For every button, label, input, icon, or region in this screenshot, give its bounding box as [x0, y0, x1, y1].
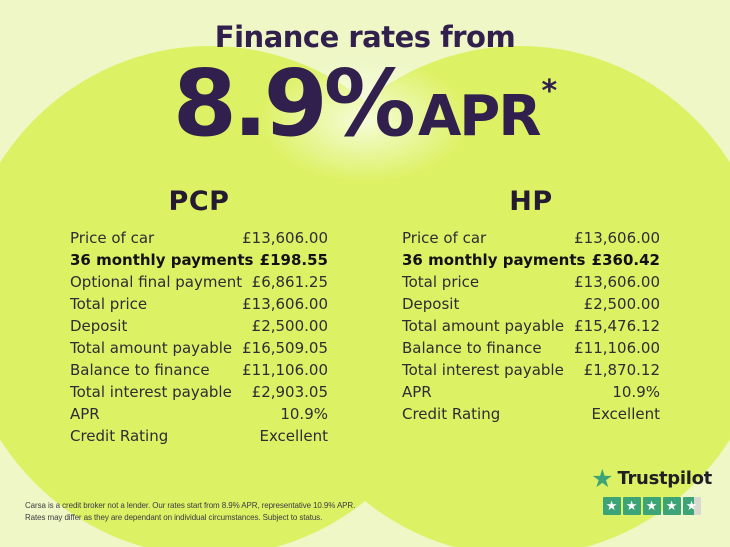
row-value: Excellent [591, 405, 660, 423]
row-value: £1,870.12 [583, 361, 660, 379]
rating-star-icon: ★ [622, 497, 641, 515]
finance-row: Total amount payable £15,476.12 [402, 317, 660, 339]
hp-rows: Price of car £13,606.00 36 monthly payment… [402, 229, 660, 427]
row-value: 10.9% [280, 405, 328, 423]
row-value: £13,606.00 [574, 273, 660, 291]
rating-star-icon: ★ [602, 497, 621, 515]
finance-row: Total price £13,606.00 [402, 273, 660, 295]
row-value: £2,500.00 [583, 295, 660, 313]
finance-row: Credit Rating Excellent [402, 405, 660, 427]
finance-row: Total amount payable £16,509.05 [70, 339, 328, 361]
finance-row: Credit Rating Excellent [70, 427, 328, 449]
finance-columns: PCP Price of car £13,606.00 36 monthly pay… [0, 186, 730, 449]
row-value: Excellent [259, 427, 328, 445]
finance-row: APR 10.9% [70, 405, 328, 427]
row-value: £6,861.25 [251, 273, 328, 291]
trustpilot-logo: ★ Trustpilot [591, 466, 712, 491]
hp-column: HP Price of car £13,606.00 36 monthly paym… [402, 186, 660, 449]
row-label: 36 monthly payments [402, 251, 586, 269]
row-label: Total amount payable [402, 317, 565, 335]
rate-value: 8.9% [172, 50, 416, 157]
row-label: Deposit [402, 295, 460, 313]
finance-row: Balance to finance £11,106.00 [70, 361, 328, 383]
rating-star-icon: ★ [642, 497, 661, 515]
row-value: £13,606.00 [574, 229, 660, 247]
pcp-column: PCP Price of car £13,606.00 36 monthly pay… [70, 186, 328, 449]
row-value: £15,476.12 [574, 317, 660, 335]
finance-row: Deposit £2,500.00 [402, 295, 660, 317]
finance-row: Deposit £2,500.00 [70, 317, 328, 339]
disclaimer-line-1: Carsa is a credit broker not a lender. O… [25, 501, 356, 510]
rate-unit: APR [417, 84, 542, 149]
disclaimer-line-2: Rates may differ as they are dependant o… [25, 512, 323, 522]
row-label: Balance to finance [70, 361, 210, 379]
trustpilot-brand-text: Trustpilot [617, 468, 712, 489]
row-value: £13,606.00 [242, 295, 328, 313]
finance-row: Price of car £13,606.00 [402, 229, 660, 251]
row-label: 36 monthly payments [70, 251, 254, 269]
finance-row: Total price £13,606.00 [70, 295, 328, 317]
row-value: £360.42 [591, 251, 660, 269]
row-value: £16,509.05 [242, 339, 328, 357]
finance-row: Optional final payment £6,861.25 [70, 273, 328, 295]
row-value: £13,606.00 [242, 229, 328, 247]
row-label: Deposit [70, 317, 128, 335]
finance-row: Total interest payable £2,903.05 [70, 383, 328, 405]
trustpilot-badge: ★ Trustpilot ★ ★ ★ ★ ★ [591, 466, 712, 515]
row-value: £11,106.00 [574, 339, 660, 357]
row-label: Credit Rating [402, 405, 501, 423]
trustpilot-star-icon: ★ [591, 464, 614, 493]
trustpilot-rating-stars: ★ ★ ★ ★ ★ [602, 497, 701, 515]
row-value: £198.55 [259, 251, 328, 269]
row-label: Price of car [70, 229, 155, 247]
row-label: Total price [70, 295, 148, 313]
finance-row: 36 monthly payments £360.42 [402, 251, 660, 273]
row-label: APR [70, 405, 100, 423]
row-label: Credit Rating [70, 427, 169, 445]
row-value: £2,500.00 [251, 317, 328, 335]
hp-heading: HP [509, 186, 553, 217]
rate-asterisk: * [541, 74, 558, 109]
row-value: £11,106.00 [242, 361, 328, 379]
row-label: Optional final payment [70, 273, 243, 291]
pcp-heading: PCP [168, 186, 230, 217]
row-value: £2,903.05 [251, 383, 328, 401]
finance-row: Balance to finance £11,106.00 [402, 339, 660, 361]
row-label: Total price [402, 273, 480, 291]
row-label: APR [402, 383, 432, 401]
row-label: Total interest payable [70, 383, 232, 401]
finance-row: Total interest payable £1,870.12 [402, 361, 660, 383]
finance-row: APR 10.9% [402, 383, 660, 405]
pcp-rows: Price of car £13,606.00 36 monthly payment… [70, 229, 328, 449]
row-label: Total amount payable [70, 339, 233, 357]
row-label: Price of car [402, 229, 487, 247]
headline-rate: 8.9% APR * [0, 50, 730, 157]
row-value: 10.9% [612, 383, 660, 401]
legal-disclaimer: Carsa is a credit broker not a lender. O… [25, 500, 355, 523]
finance-row: 36 monthly payments £198.55 [70, 251, 328, 273]
rating-star-icon: ★ [662, 497, 681, 515]
row-label: Balance to finance [402, 339, 542, 357]
page-title: Finance rates from [214, 20, 516, 54]
rating-star-icon: ★ [682, 497, 701, 515]
row-label: Total interest payable [402, 361, 564, 379]
finance-row: Price of car £13,606.00 [70, 229, 328, 251]
